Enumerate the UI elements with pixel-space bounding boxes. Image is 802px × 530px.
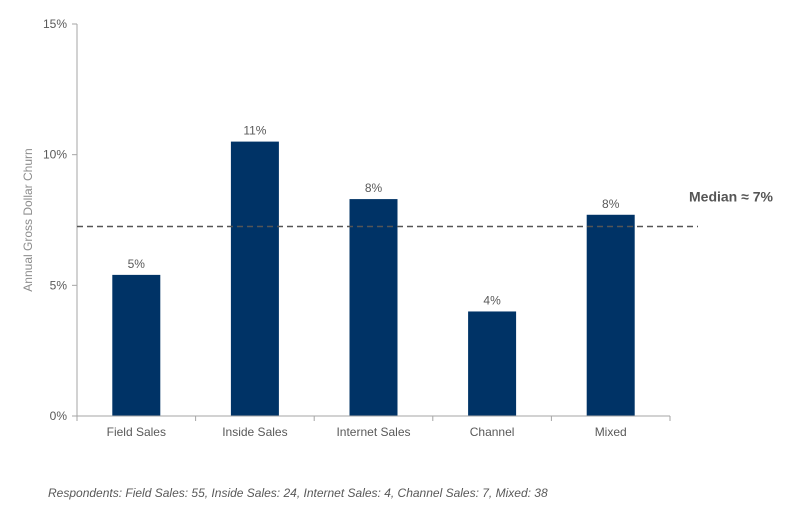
bar-internet-sales <box>349 199 398 416</box>
y-tick-label: 0% <box>50 409 68 423</box>
y-tick-label: 5% <box>50 278 68 292</box>
x-category-label: Inside Sales <box>222 425 287 439</box>
bar-data-label: 4% <box>483 293 501 307</box>
bar-channel <box>468 311 517 416</box>
bars: 5% 11% 8% 4% 8% <box>112 124 635 416</box>
median-reference: Median ≈ 7% <box>77 189 773 228</box>
x-axis: Field Sales Inside Sales Internet Sales Cha… <box>76 415 671 439</box>
bar-data-label: 5% <box>128 257 146 271</box>
respondents-footnote: Respondents: Field Sales: 55, Inside Sal… <box>48 486 548 500</box>
bar-mixed <box>586 214 635 416</box>
bar-field-sales <box>112 274 161 416</box>
y-axis-title: Annual Gross Dollar Churn <box>21 148 35 291</box>
y-tick-label: 15% <box>43 17 67 31</box>
x-category-label: Mixed <box>595 425 627 439</box>
bar-data-label: 8% <box>602 197 620 211</box>
y-axis: 0% 5% 10% 15% <box>43 17 78 423</box>
x-category-label: Field Sales <box>107 425 166 439</box>
bar-data-label: 11% <box>243 124 266 138</box>
bar-inside-sales <box>230 141 279 416</box>
y-tick-label: 10% <box>43 148 67 162</box>
x-category-label: Channel <box>470 425 515 439</box>
bar-data-label: 8% <box>365 181 383 195</box>
median-label: Median ≈ 7% <box>689 189 773 205</box>
x-category-label: Internet Sales <box>336 425 410 439</box>
